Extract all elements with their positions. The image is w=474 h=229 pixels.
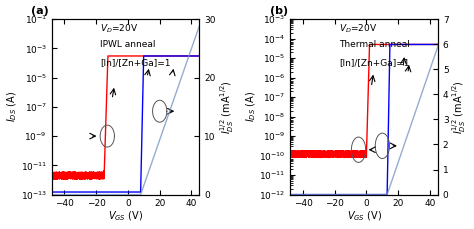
Y-axis label: $I_{DS}$ (A): $I_{DS}$ (A) xyxy=(6,91,19,123)
Text: IPWL anneal: IPWL anneal xyxy=(100,40,156,49)
Y-axis label: $I_{DS}^{1/2}$ (mA$^{1/2}$): $I_{DS}^{1/2}$ (mA$^{1/2}$) xyxy=(451,80,468,134)
Y-axis label: $I_{DS}$ (A): $I_{DS}$ (A) xyxy=(244,91,257,123)
Text: [In]/[Zn+Ga]=1: [In]/[Zn+Ga]=1 xyxy=(100,58,171,67)
Text: (a): (a) xyxy=(31,5,49,16)
X-axis label: $V_{GS}$ (V): $V_{GS}$ (V) xyxy=(108,210,143,224)
Text: Thermal anneal: Thermal anneal xyxy=(339,40,410,49)
X-axis label: $V_{GS}$ (V): $V_{GS}$ (V) xyxy=(346,210,382,224)
Text: $V_D$=20V: $V_D$=20V xyxy=(100,23,139,35)
Text: (b): (b) xyxy=(270,5,288,16)
Text: [In]/[Zn+Ga]=1: [In]/[Zn+Ga]=1 xyxy=(339,58,410,67)
Y-axis label: $I_{DS}^{1/2}$ (mA$^{1/2}$): $I_{DS}^{1/2}$ (mA$^{1/2}$) xyxy=(219,80,236,134)
Text: $V_D$=20V: $V_D$=20V xyxy=(339,23,377,35)
